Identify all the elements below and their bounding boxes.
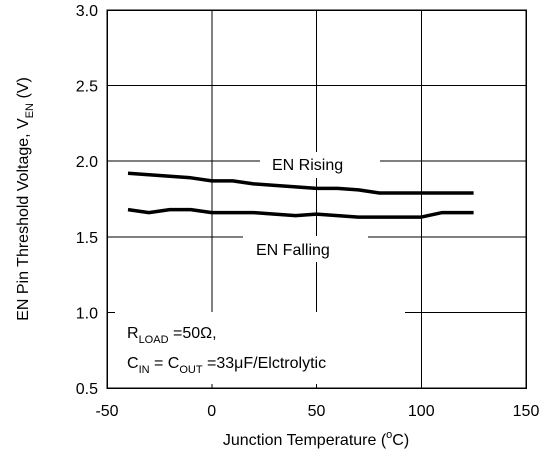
en-rising-line — [127, 171, 474, 195]
en-falling-line — [127, 207, 474, 219]
en-falling-label-bg — [243, 236, 368, 262]
x-tick-labels: -50 0 50 100 150 — [95, 403, 539, 420]
x-tick-label: 150 — [513, 403, 540, 420]
en-rising-label: EN Rising — [272, 157, 343, 174]
annotation-line-1: RLOAD =50Ω, — [127, 325, 217, 346]
y-tick-labels: 0.5 1.0 1.5 2.0 2.5 3.0 — [76, 3, 98, 398]
annotation-line-2: CIN = COUT =33μF/Elctrolytic — [127, 355, 326, 376]
y-tick-label: 2.5 — [76, 79, 98, 96]
x-axis-title: Junction Temperature (oC) — [223, 429, 409, 449]
x-tick-label: -50 — [95, 403, 118, 420]
y-tick-label: 0.5 — [76, 381, 98, 398]
en-falling-label: EN Falling — [256, 242, 330, 259]
x-tick-label: 0 — [207, 403, 216, 420]
x-tick-label: 100 — [408, 403, 435, 420]
series-layer — [127, 171, 474, 219]
x-tick-label: 50 — [308, 403, 326, 420]
plot-frame — [106, 9, 527, 389]
y-tick-label: 2.0 — [76, 154, 98, 171]
en-rising-label-bg — [260, 152, 380, 178]
y-tick-label: 1.0 — [76, 305, 98, 322]
annotation-bg — [115, 312, 405, 384]
y-tick-label: 3.0 — [76, 3, 98, 20]
y-tick-label: 1.5 — [76, 230, 98, 247]
y-axis-title: EN Pin Threshold Voltage, VEN (V) — [15, 77, 36, 321]
